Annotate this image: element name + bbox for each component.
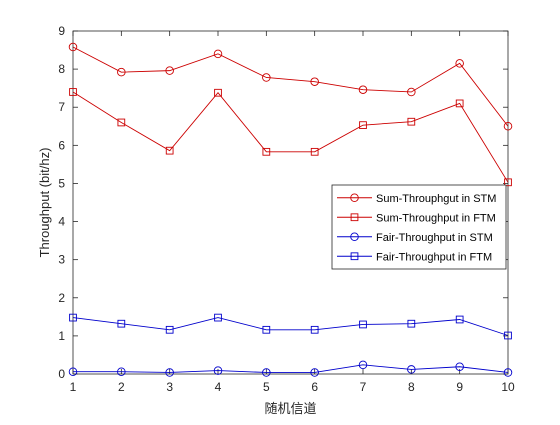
data-point: [358, 360, 368, 370]
y-tick-label: 6: [58, 138, 65, 152]
data-point: [455, 99, 464, 108]
x-tick-label: 1: [70, 380, 77, 394]
x-axis-label: 随机信道: [264, 401, 316, 416]
legend-marker: [350, 232, 359, 241]
data-point: [117, 319, 126, 328]
data-point: [117, 367, 126, 376]
data-point: [504, 331, 512, 340]
data-point: [68, 367, 78, 376]
data-point: [165, 368, 174, 377]
data-point: [503, 368, 513, 377]
data-point: [69, 88, 77, 96]
series-1: [68, 42, 513, 131]
data-point: [407, 365, 416, 374]
series-4: [69, 313, 512, 340]
y-axis-label: Throughput (bit/hz): [37, 148, 52, 258]
legend: Sum-Throuphgut in STM Sum-Throughput in F…: [331, 184, 507, 270]
data-point: [68, 42, 78, 52]
data-point: [165, 146, 174, 155]
y-tick-label: 0: [58, 367, 65, 381]
data-point: [455, 315, 464, 324]
legend-box: [331, 184, 507, 270]
y-tick-label: 2: [58, 291, 65, 305]
data-point: [262, 147, 271, 156]
x-tick-label: 5: [263, 380, 270, 394]
data-point: [455, 362, 464, 372]
data-point: [165, 66, 174, 75]
data-point: [262, 73, 271, 82]
series-line: [72, 317, 509, 336]
series-line: [72, 91, 509, 183]
series-line: [72, 46, 509, 127]
y-tick-label: 5: [58, 176, 65, 190]
data-point: [117, 118, 126, 127]
x-tick-label: 2: [118, 380, 125, 394]
x-tick-label: 9: [456, 380, 463, 394]
y-tick-label: 3: [58, 253, 65, 267]
legend-entry: Sum-Throuphgut in STM: [337, 193, 496, 205]
data-point: [213, 49, 223, 59]
data-point: [503, 122, 513, 131]
y-tick-label: 9: [58, 24, 65, 38]
y-tick-label: 4: [58, 215, 65, 229]
legend-marker: [350, 193, 359, 202]
data-point: [213, 366, 223, 375]
data-point: [214, 313, 222, 322]
data-point: [69, 313, 77, 322]
legend-entry: Sum-Throughput in FTM: [337, 212, 496, 224]
data-point: [359, 121, 367, 129]
data-point: [310, 77, 319, 86]
x-tick-label: 4: [215, 380, 222, 394]
legend-label: Sum-Throuphgut in STM: [376, 193, 496, 205]
data-point: [165, 325, 174, 334]
data-point: [407, 117, 416, 126]
data-point: [407, 87, 416, 97]
y-tick-label: 8: [58, 62, 65, 76]
data-point: [358, 85, 368, 94]
data-point: [359, 320, 367, 329]
data-point: [310, 368, 319, 377]
legend-label: Sum-Throughput in FTM: [376, 212, 496, 224]
data-point: [214, 88, 222, 97]
data-point: [310, 325, 319, 334]
legend-marker: [350, 252, 359, 261]
series-2: [69, 88, 512, 187]
data-point: [262, 368, 271, 377]
legend-label: Fair-Throughput in STM: [376, 232, 493, 244]
legend-marker: [350, 213, 359, 222]
data-point: [310, 147, 319, 156]
legend-entry: Fair-Throughput in FTM: [337, 251, 492, 263]
x-tick-label: 7: [360, 380, 367, 394]
y-tick-label: 1: [58, 329, 65, 343]
x-tick-label: 3: [166, 380, 173, 394]
x-tick-label: 10: [501, 380, 515, 394]
x-tick-label: 8: [408, 380, 415, 394]
x-tick-label: 6: [311, 380, 318, 394]
data-point: [504, 178, 512, 187]
legend-label: Fair-Throughput in FTM: [376, 251, 492, 263]
data-point: [262, 325, 271, 334]
data-point: [455, 59, 464, 68]
data-point: [117, 67, 126, 77]
legend-entry: Fair-Throughput in STM: [337, 232, 493, 244]
data-point: [407, 319, 416, 328]
series-3: [68, 360, 513, 377]
series-line: [73, 364, 509, 373]
y-tick-label: 7: [58, 100, 65, 114]
